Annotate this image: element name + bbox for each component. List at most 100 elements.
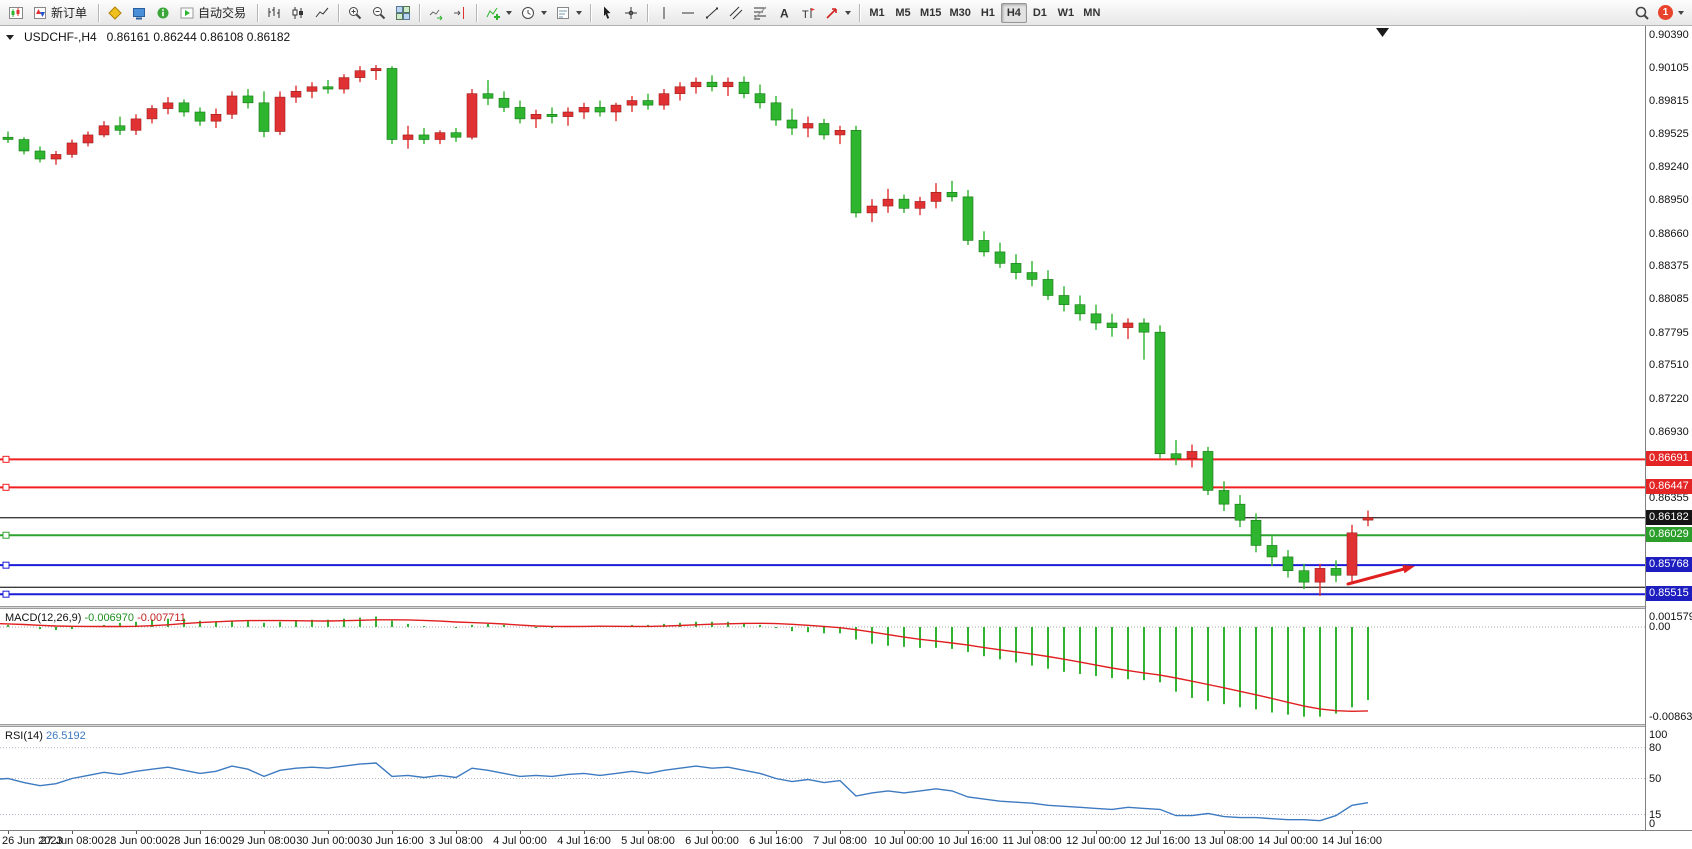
candle [66, 139, 78, 158]
zoom-in-button[interactable] [343, 2, 367, 24]
auto-trading-button[interactable]: 自动交易 [175, 2, 253, 24]
auto-scroll-button[interactable] [424, 2, 448, 24]
timeframe-h4[interactable]: H4 [1000, 2, 1027, 23]
time-label: 11 Jul 08:00 [1002, 835, 1062, 847]
main-chart-canvas[interactable] [0, 26, 1645, 606]
new-chart-button[interactable] [4, 2, 28, 24]
price-tick: 0.88950 [1649, 194, 1689, 207]
candle [866, 199, 878, 223]
rsi-panel-canvas[interactable] [0, 727, 1645, 830]
horizontal-line-tool-button[interactable] [676, 2, 700, 24]
candle [962, 189, 974, 246]
label-tool-button[interactable]: T [796, 2, 820, 24]
metaeditor-button[interactable] [103, 2, 127, 24]
panel-separator[interactable] [0, 606, 1692, 609]
notifications-button[interactable]: 1 [1654, 2, 1688, 24]
candle [1202, 446, 1214, 495]
timeframe-w1[interactable]: W1 [1057, 6, 1075, 19]
time-label: 13 Jul 08:00 [1194, 835, 1254, 847]
candle [770, 95, 782, 126]
candle [1282, 550, 1294, 578]
time-axis[interactable]: 26 Jun 2023 27 Jun 08:00 28 Jun 00:00 28 Ju… [0, 830, 1692, 849]
annotation-arrow[interactable] [1346, 565, 1415, 586]
candle [658, 89, 670, 110]
new-order-button[interactable]: 新订单 [28, 2, 94, 24]
rsi-value: 26.5192 [45, 730, 86, 742]
indicators-button[interactable] [481, 2, 516, 24]
line-handle[interactable] [2, 455, 10, 463]
time-tick [776, 831, 777, 834]
timeframe-mn[interactable]: MN [1083, 6, 1101, 19]
periods-button[interactable] [516, 2, 551, 24]
candle [1298, 563, 1310, 590]
chart-shift-button[interactable] [448, 2, 472, 24]
rsi-label: RSI(14) 26.5192 [5, 730, 86, 742]
vertical-line-icon [663, 6, 665, 19]
candle [498, 91, 510, 113]
trendline-tool-button[interactable] [700, 2, 724, 24]
timeframe-h1[interactable]: H1 [980, 6, 995, 19]
line-handle[interactable] [2, 531, 10, 539]
bar-chart-mode-button[interactable] [262, 2, 286, 24]
time-label: 27 Jun 08:00 [40, 835, 104, 847]
price-axis[interactable]: 0.90390 0.90105 0.89815 0.89525 0.89240 0.889… [1645, 26, 1692, 830]
candle [978, 231, 990, 257]
candle [2, 131, 14, 143]
price-tag: 0.86029 [1646, 527, 1692, 543]
zoom-out-button[interactable] [367, 2, 391, 24]
candle [194, 107, 206, 126]
price-tick: 0.89525 [1649, 128, 1689, 141]
timeframe-d1[interactable]: D1 [1032, 6, 1047, 19]
macd-value-main: -0.006970 [84, 612, 135, 624]
macd-panel-canvas[interactable] [0, 609, 1645, 724]
symbol-name: USDCHF-,H4 [24, 30, 97, 44]
candle [562, 107, 574, 126]
candle [1250, 513, 1262, 553]
line-handle[interactable] [2, 590, 10, 598]
candle [274, 91, 286, 135]
timeframe-m30[interactable]: M30 [949, 6, 971, 19]
line-chart-mode-button[interactable] [310, 2, 334, 24]
templates-button[interactable] [551, 2, 586, 24]
line-handle[interactable] [2, 483, 10, 491]
rsi-line [0, 762, 1369, 822]
time-label: 14 Jul 00:00 [1258, 835, 1318, 847]
indicator-tick: 0 [1649, 818, 1656, 830]
time-tick [72, 831, 73, 834]
toolbar-separator [98, 3, 100, 22]
chevron-down-icon [845, 10, 852, 15]
panel-separator[interactable] [0, 724, 1692, 727]
price-tick: 0.89815 [1649, 95, 1689, 108]
timeframe-m5[interactable]: M5 [895, 6, 911, 19]
arrows-tool-button[interactable] [820, 2, 855, 24]
rsi-name: RSI(14) [5, 730, 43, 742]
search-button[interactable] [1630, 2, 1654, 24]
svg-text:A: A [780, 6, 789, 20]
candle [386, 66, 398, 145]
candlestick-mode-button[interactable] [286, 2, 310, 24]
time-label: 6 Jul 16:00 [749, 835, 803, 847]
scroll-to-end-marker[interactable] [1376, 28, 1389, 37]
text-tool-button[interactable]: A [772, 2, 796, 24]
symbol-dropdown-icon[interactable] [6, 34, 14, 40]
time-tick [840, 831, 841, 834]
time-tick [584, 831, 585, 834]
time-label: 28 Jun 00:00 [104, 835, 168, 847]
new-order-label: 新订单 [51, 6, 88, 20]
crosshair-tool-button[interactable] [619, 2, 643, 24]
fibonacci-tool-button[interactable] [748, 2, 772, 24]
timeframe-m1[interactable]: M1 [869, 6, 885, 19]
line-handle[interactable] [2, 561, 10, 569]
tile-windows-button[interactable] [391, 2, 415, 24]
symbol-ohlc-label: USDCHF-,H4 0.86161 0.86244 0.86108 0.861… [6, 30, 290, 44]
terminal-button[interactable] [127, 2, 151, 24]
chevron-down-icon [541, 10, 548, 15]
timeframe-m15[interactable]: M15 [920, 6, 942, 19]
channel-tool-button[interactable] [724, 2, 748, 24]
price-tag: 0.85515 [1646, 586, 1692, 602]
candle [482, 79, 494, 106]
cursor-tool-button[interactable] [595, 2, 619, 24]
time-tick [712, 831, 713, 834]
vertical-line-tool-button[interactable] [652, 2, 676, 24]
about-button[interactable] [151, 2, 175, 24]
